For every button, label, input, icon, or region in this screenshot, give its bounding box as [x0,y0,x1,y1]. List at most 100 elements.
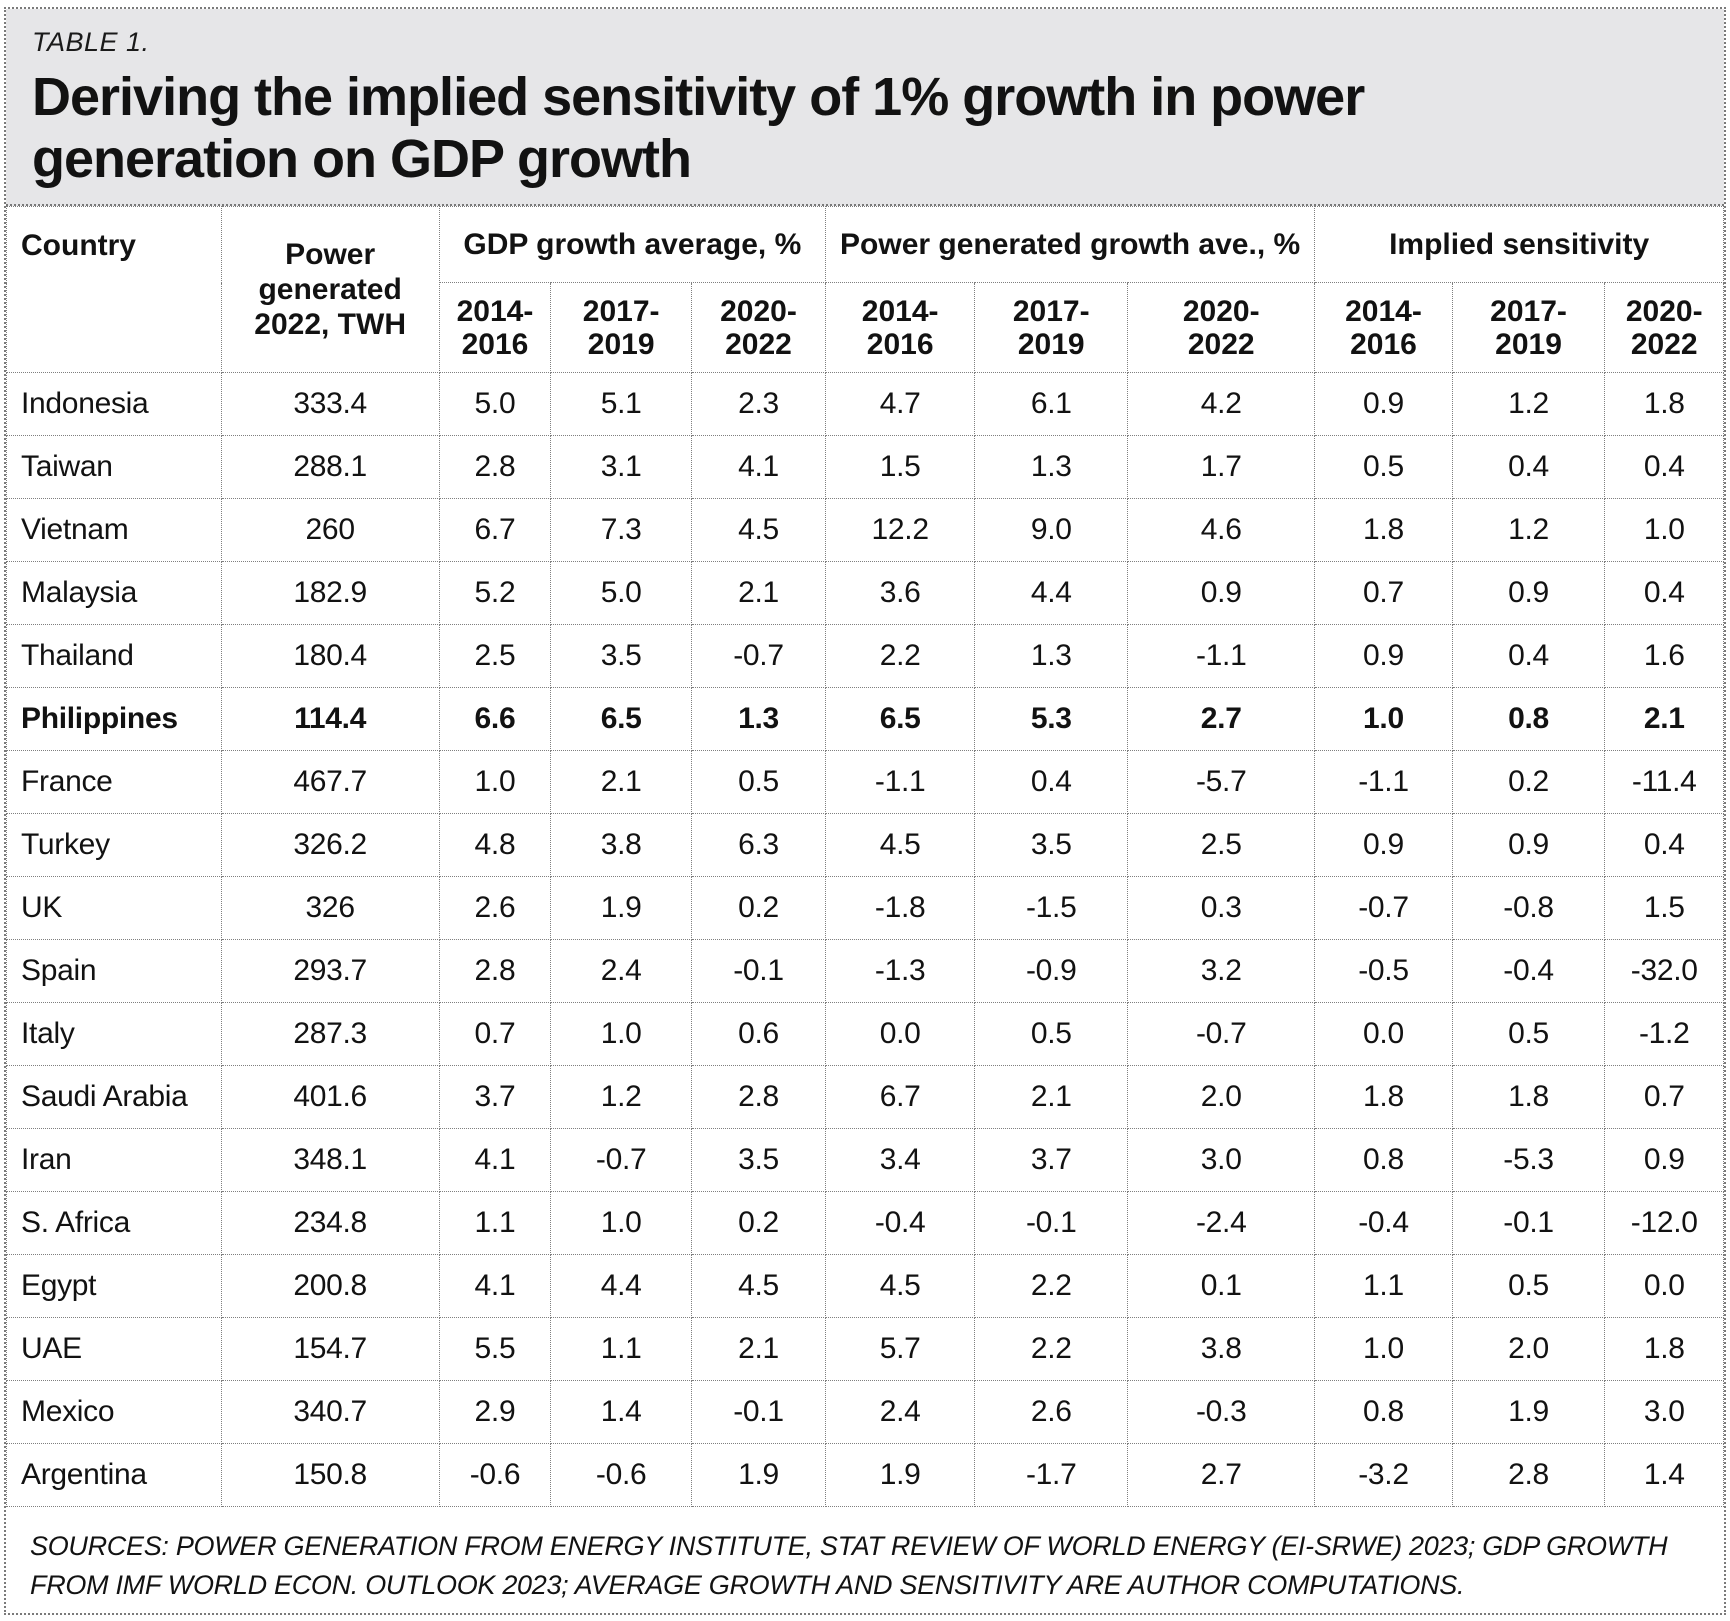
value-cell: 4.1 [438,1128,552,1193]
period-header: 2020- 2022 [1604,282,1724,374]
table-row: Vietnam 260 6.7 7.3 4.5 12.2 9.0 4.6 1.8 1.2 1.0 [6,498,1724,563]
value-cell: -1.1 [1314,750,1453,815]
value-cell: -0.9 [974,939,1129,1004]
table-kicker: TABLE 1. [32,27,150,57]
value-cell: 0.4 [1604,813,1724,878]
value-cell: 3.5 [550,624,693,689]
value-cell: 0.5 [1451,1002,1606,1067]
value-cell: -1.2 [1604,1002,1724,1067]
value-cell: 2.7 [1127,687,1316,752]
value-cell: -1.8 [824,876,976,941]
period-header: 2014- 2016 [1314,282,1453,374]
value-cell: 1.8 [1314,498,1453,563]
country-cell: Egypt [6,1254,222,1319]
page-title: Deriving the implied sensitivity of 1% g… [32,67,1365,190]
value-cell: 2.8 [438,939,552,1004]
value-cell: 1.0 [550,1191,693,1256]
value-cell: 3.6 [824,561,976,626]
value-cell: -0.8 [1451,876,1606,941]
table-row: Philippines 114.4 6.6 6.5 1.3 6.5 5.3 2.7 1.0 0.8… [6,687,1724,752]
value-cell: 2.1 [1604,687,1724,752]
value-cell: 234.8 [220,1191,440,1256]
table-row: Iran 348.1 4.1 -0.7 3.5 3.4 3.7 3.0 0.8 -5.3 0.9 [6,1128,1724,1193]
value-cell: 4.7 [824,372,976,437]
value-cell: 1.5 [824,435,976,500]
value-cell: 182.9 [220,561,440,626]
value-cell: 2.6 [438,876,552,941]
value-cell: 3.7 [974,1128,1129,1193]
value-cell: 0.7 [1604,1065,1724,1130]
value-cell: 0.9 [1451,561,1606,626]
value-cell: -0.1 [1451,1191,1606,1256]
value-cell: 3.8 [550,813,693,878]
value-cell: 348.1 [220,1128,440,1193]
value-cell: 6.5 [824,687,976,752]
value-cell: 0.9 [1604,1128,1724,1193]
group-header-gdp-growth: GDP growth average, % [438,206,826,284]
table-row: Thailand 180.4 2.5 3.5 -0.7 2.2 1.3 -1.1 0.9 0.4 1… [6,624,1724,689]
value-cell: 288.1 [220,435,440,500]
value-cell: 4.6 [1127,498,1316,563]
table-row: France 467.7 1.0 2.1 0.5 -1.1 0.4 -5.7 -1.1 0.2 -1… [6,750,1724,815]
value-cell: 2.1 [691,1317,826,1382]
period-header: 2014- 2016 [438,282,552,374]
value-cell: 467.7 [220,750,440,815]
value-cell: 4.5 [691,498,826,563]
value-cell: -1.5 [974,876,1129,941]
value-cell: -3.2 [1314,1443,1453,1508]
value-cell: 2.8 [1451,1443,1606,1508]
value-cell: -2.4 [1127,1191,1316,1256]
value-cell: 1.5 [1604,876,1724,941]
table-row: Mexico 340.7 2.9 1.4 -0.1 2.4 2.6 -0.3 0.8 1.9 3.0 [6,1380,1724,1445]
value-cell: 1.8 [1604,1317,1724,1382]
value-cell: 1.2 [1451,498,1606,563]
value-cell: 5.1 [550,372,693,437]
value-cell: 2.0 [1127,1065,1316,1130]
value-cell: 4.5 [824,1254,976,1319]
value-cell: 3.5 [974,813,1129,878]
value-cell: 0.2 [1451,750,1606,815]
value-cell: 4.5 [691,1254,826,1319]
value-cell: 3.0 [1127,1128,1316,1193]
table-row: Indonesia 333.4 5.0 5.1 2.3 4.7 6.1 4.2 0.9 1.2 1.… [6,372,1724,437]
value-cell: 4.1 [691,435,826,500]
value-cell: -12.0 [1604,1191,1724,1256]
period-header: 2014- 2016 [824,282,976,374]
value-cell: 4.2 [1127,372,1316,437]
value-cell: 0.4 [974,750,1129,815]
value-cell: 200.8 [220,1254,440,1319]
value-cell: 0.5 [1451,1254,1606,1319]
title-block: TABLE 1. Deriving the implied sensitivit… [6,9,1724,207]
value-cell: 1.2 [1451,372,1606,437]
value-cell: 3.4 [824,1128,976,1193]
value-cell: -5.7 [1127,750,1316,815]
value-cell: 180.4 [220,624,440,689]
value-cell: 1.9 [691,1443,826,1508]
value-cell: -0.5 [1314,939,1453,1004]
sources-note: SOURCES: POWER GENERATION FROM ENERGY IN… [30,1531,1668,1600]
value-cell: 5.2 [438,561,552,626]
value-cell: -0.1 [691,1380,826,1445]
country-cell: Malaysia [6,561,222,626]
country-cell: Argentina [6,1443,222,1508]
value-cell: 4.5 [824,813,976,878]
table-row: Egypt 200.8 4.1 4.4 4.5 4.5 2.2 0.1 1.1 0.5 0.0 [6,1254,1724,1319]
value-cell: -0.6 [550,1443,693,1508]
value-cell: 1.4 [1604,1443,1724,1508]
value-cell: -0.7 [1314,876,1453,941]
value-cell: 0.8 [1314,1380,1453,1445]
value-cell: 1.8 [1451,1065,1606,1130]
value-cell: 6.7 [438,498,552,563]
value-cell: 287.3 [220,1002,440,1067]
value-cell: 2.0 [1451,1317,1606,1382]
value-cell: 0.0 [1604,1254,1724,1319]
value-cell: -1.7 [974,1443,1129,1508]
value-cell: 1.3 [974,624,1129,689]
data-table: Country Power generated 2022, TWH GDP gr… [6,206,1724,1508]
value-cell: 0.5 [691,750,826,815]
value-cell: 150.8 [220,1443,440,1508]
value-cell: 1.0 [438,750,552,815]
value-cell: 326 [220,876,440,941]
value-cell: 6.6 [438,687,552,752]
value-cell: 4.1 [438,1254,552,1319]
